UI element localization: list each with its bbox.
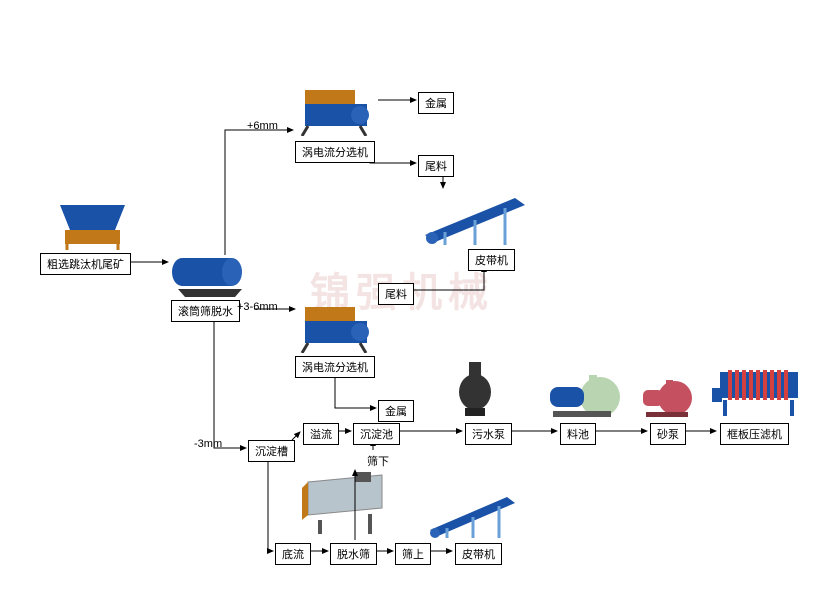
label-settler: 沉淀槽 — [248, 440, 295, 462]
equip-eddy1 — [300, 88, 372, 136]
flow-plus6: +6mm — [247, 120, 278, 132]
equip-sub-pump — [455, 360, 495, 418]
equip-trommel — [170, 255, 250, 297]
label-overflow: 溢流 — [303, 423, 339, 445]
label-sewage-pump: 污水泵 — [465, 423, 512, 445]
label-over-screen: 筛上 — [395, 543, 431, 565]
equip-sand — [640, 378, 695, 420]
flow-mid: +3-6mm — [237, 301, 278, 313]
label-feed: 粗选跳汰机尾矿 — [40, 253, 131, 275]
flow-under-screen: 筛下 — [367, 453, 389, 469]
label-metal1: 金属 — [418, 92, 454, 114]
equip-eddy2 — [300, 305, 372, 353]
label-metal2: 金属 — [378, 400, 414, 422]
label-eddy2: 涡电流分选机 — [295, 356, 375, 378]
arrow-layer — [0, 0, 837, 593]
label-eddy1: 涡电流分选机 — [295, 141, 375, 163]
equip-dewater — [300, 470, 390, 535]
equip-jig — [55, 200, 130, 250]
equip-cent-pump — [545, 375, 623, 420]
label-mat-pool: 料池 — [560, 423, 596, 445]
label-belt1: 皮带机 — [468, 249, 515, 271]
label-sed-pool: 沉淀池 — [353, 423, 400, 445]
equip-press — [710, 360, 805, 418]
label-dewater: 脱水筛 — [330, 543, 377, 565]
label-tail1: 尾料 — [418, 155, 454, 177]
flow-minus3: -3mm — [194, 438, 222, 450]
label-trommel: 滚筒筛脱水 — [171, 300, 240, 322]
label-sand-pump: 砂泵 — [650, 423, 686, 445]
label-belt2: 皮带机 — [455, 543, 502, 565]
label-tail2: 尾料 — [378, 283, 414, 305]
label-underflow: 底流 — [275, 543, 311, 565]
label-press: 框板压滤机 — [720, 423, 789, 445]
equip-belt1 — [420, 190, 530, 245]
equip-belt2 — [425, 490, 520, 538]
